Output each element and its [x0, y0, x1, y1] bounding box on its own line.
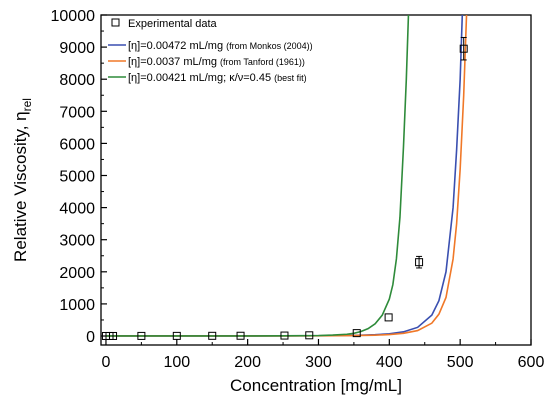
model-curves	[105, 15, 468, 337]
legend-label-best-fit-note: (best fit)	[274, 73, 307, 83]
legend-label-tanford: [η]=0.0037 mL/mg (from Tanford (1961))	[128, 56, 305, 68]
data-point	[459, 44, 468, 53]
legend-marker-experimental	[111, 18, 120, 27]
x-tick-label: 600	[518, 354, 544, 371]
legend-label-tanford-note: (from Tanford (1961))	[220, 57, 305, 67]
legend-label-experimental: Experimental data	[128, 18, 218, 30]
legend-label-best-fit: [η]=0.00421 mL/mg; κ/ν=0.45 (best fit)	[128, 72, 307, 84]
x-tick-label: 0	[102, 354, 111, 371]
y-tick-label: 5000	[59, 169, 95, 186]
y-axis-label-sub: rel	[20, 98, 34, 111]
data-point	[208, 331, 217, 340]
y-tick-label: 7000	[59, 104, 95, 121]
experimental-points	[101, 36, 468, 340]
x-tick-label: 500	[447, 354, 474, 371]
y-tick-label: 9000	[59, 40, 95, 57]
y-tick-label: 2000	[59, 265, 95, 282]
x-tick-label: 400	[376, 354, 403, 371]
data-point	[280, 331, 289, 340]
legend-label-monkos: [η]=0.00472 mL/mg (from Monkos (2004))	[128, 40, 313, 52]
legend: Experimental data [η]=0.00472 mL/mg (fro…	[108, 18, 313, 84]
data-point	[109, 331, 118, 340]
data-point	[236, 331, 245, 340]
y-axis-label: Relative Viscosity, ηrel	[11, 98, 34, 262]
x-axis-label: Concentration [mg/mL]	[230, 376, 402, 395]
x-tick-label: 100	[163, 354, 190, 371]
x-tick-label: 200	[234, 354, 261, 371]
y-axis-label-main: Relative Viscosity, η	[11, 111, 30, 262]
y-axis-ticks: 0 1000 2000 3000 4000 5000 6000 7000 8000 9000 100…	[51, 8, 107, 346]
legend-label-best-fit-main: [η]=0.00421 mL/mg; κ/ν=0.45	[128, 72, 271, 84]
data-point	[305, 331, 314, 340]
y-tick-label: 0	[86, 329, 95, 346]
y-tick-label: 3000	[59, 233, 95, 250]
data-point	[172, 331, 181, 340]
x-axis-ticks: 0 100 200 300 400 500 600	[102, 339, 544, 371]
data-point	[415, 258, 424, 267]
data-point	[137, 331, 146, 340]
y-tick-label: 4000	[59, 201, 95, 218]
data-point	[384, 313, 393, 322]
data-point	[352, 329, 361, 338]
y-tick-label: 8000	[59, 72, 95, 89]
y-tick-label: 1000	[59, 297, 95, 314]
y-tick-label: 10000	[51, 8, 96, 25]
legend-label-monkos-note: (from Monkos (2004))	[226, 41, 313, 51]
legend-label-tanford-main: [η]=0.0037 mL/mg	[128, 56, 217, 68]
y-tick-label: 6000	[59, 136, 95, 153]
curve-best-fit	[105, 15, 410, 337]
legend-label-monkos-main: [η]=0.00472 mL/mg	[128, 40, 223, 52]
x-tick-label: 300	[305, 354, 332, 371]
plot-frame	[100, 14, 532, 346]
